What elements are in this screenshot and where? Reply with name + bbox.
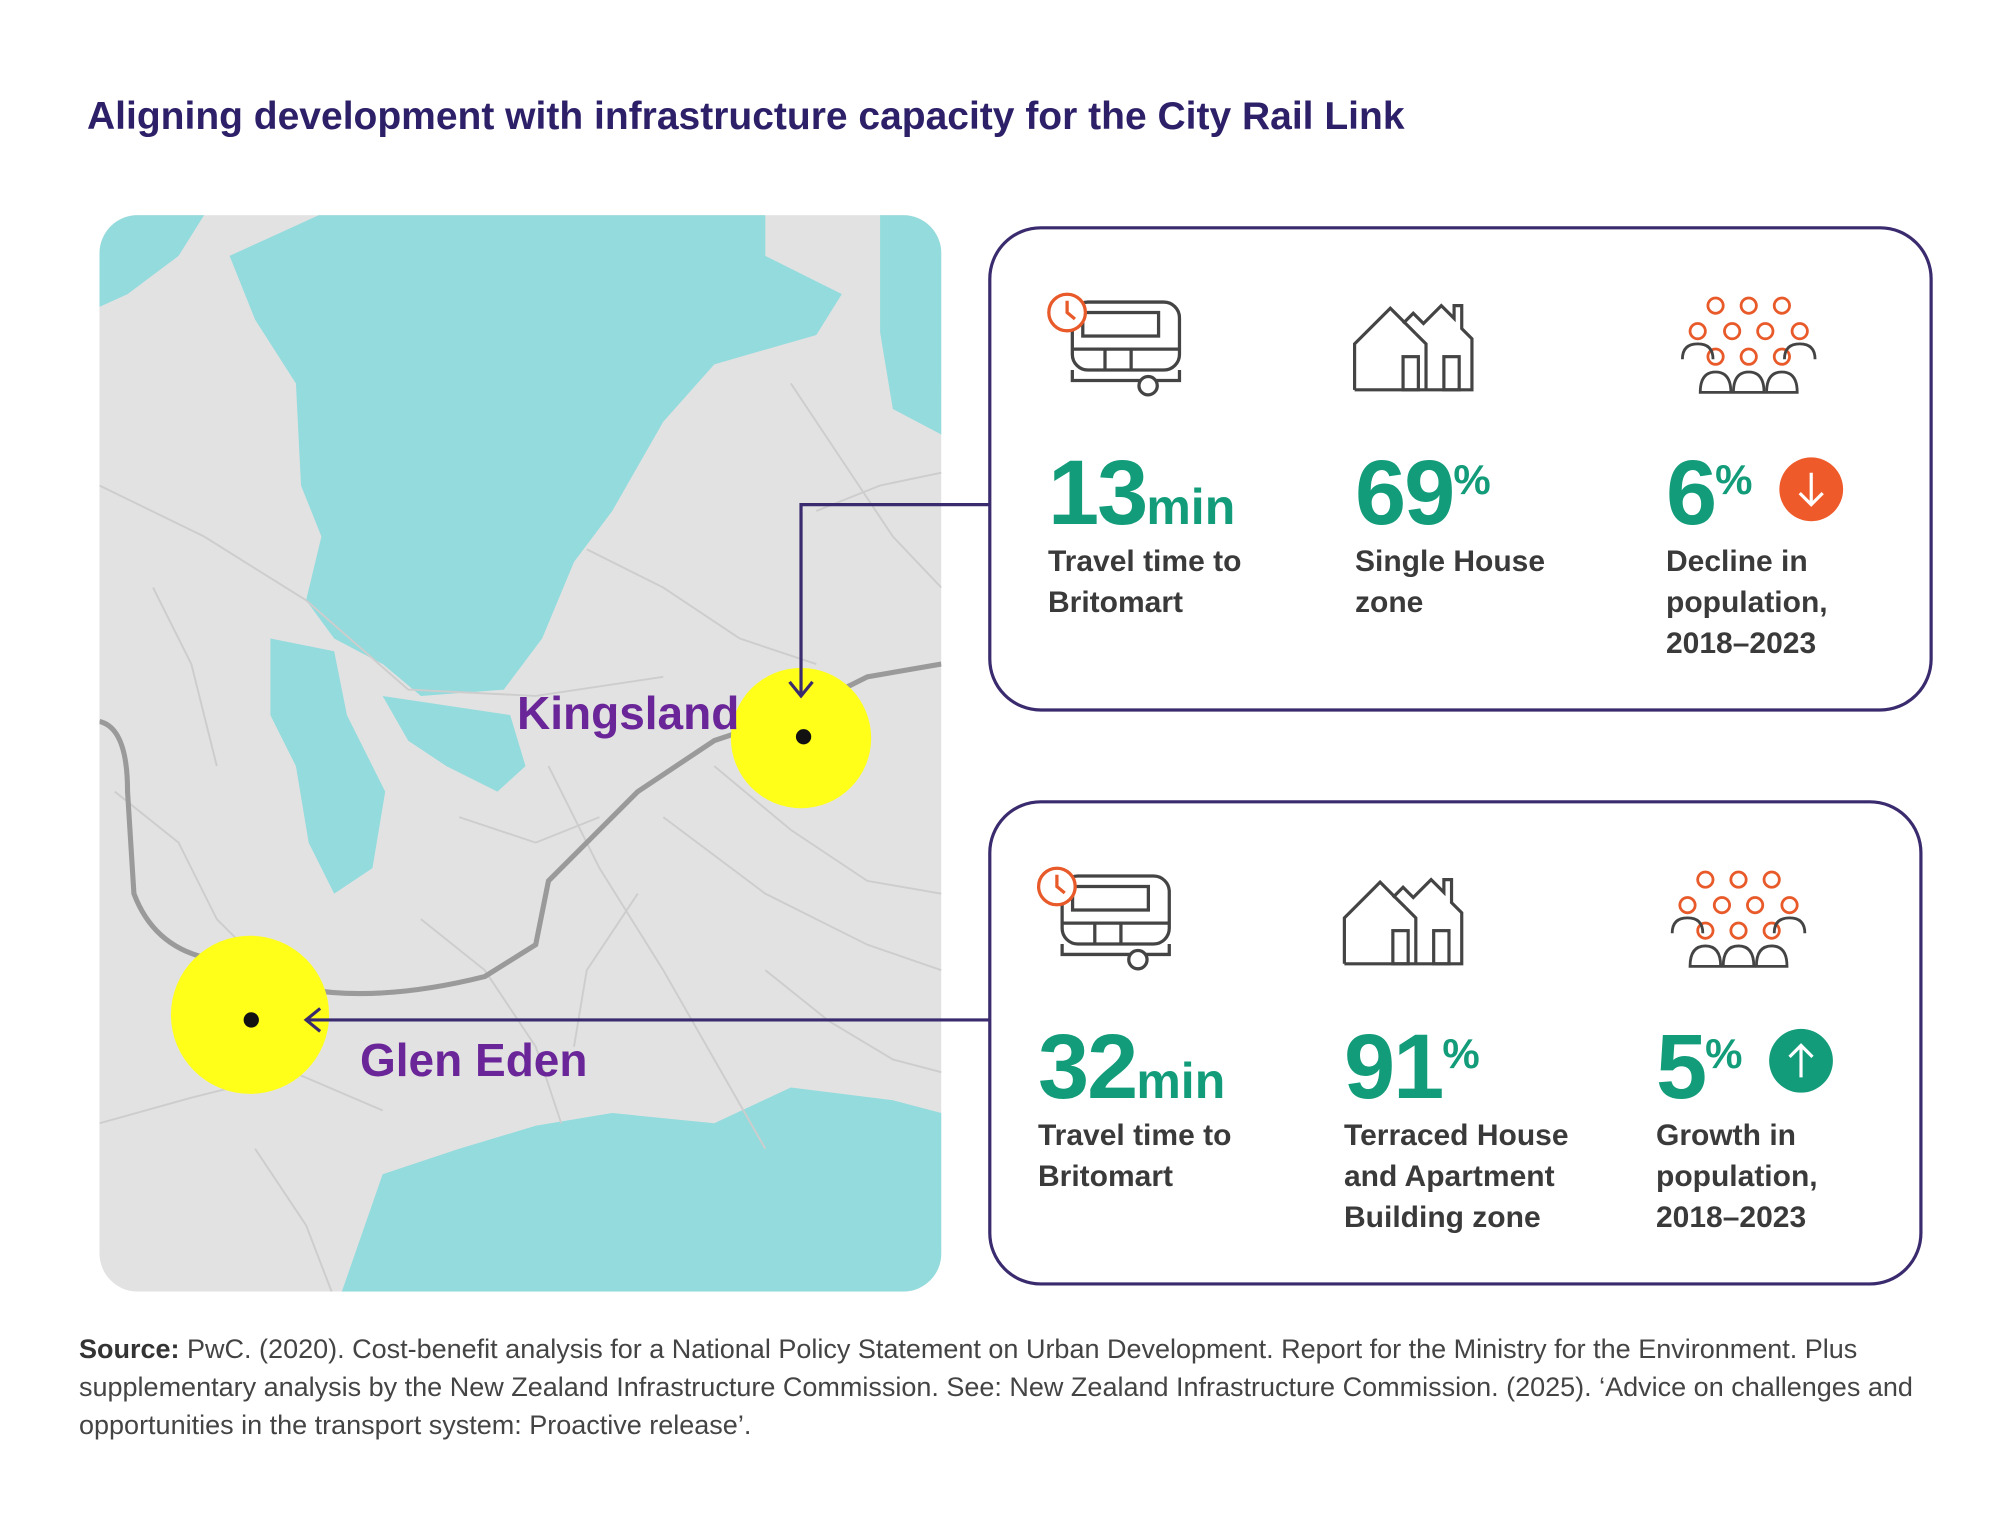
unit: % bbox=[1715, 456, 1753, 503]
title: Aligning development with infrastructure… bbox=[87, 95, 1405, 138]
stat-value: 5% bbox=[1656, 1021, 1743, 1113]
value: 5 bbox=[1656, 1016, 1707, 1118]
houses-icon bbox=[1342, 878, 1464, 966]
unit: % bbox=[1442, 1030, 1480, 1077]
map bbox=[99, 215, 942, 1292]
stat-label: Decline in population, 2018–2023 bbox=[1666, 545, 1828, 660]
unit: min bbox=[1136, 1053, 1226, 1109]
stat-value: 69% bbox=[1355, 447, 1491, 539]
stat-value: 13min bbox=[1048, 447, 1236, 539]
houses-icon bbox=[1352, 304, 1474, 392]
water bbox=[99, 215, 942, 1292]
value: 32 bbox=[1038, 1016, 1138, 1118]
stat-label: Terraced House and Apartment Building zo… bbox=[1344, 1119, 1569, 1234]
panel bbox=[988, 226, 1933, 712]
stat-value: 32min bbox=[1038, 1021, 1226, 1113]
place-label: Glen Eden bbox=[360, 1034, 588, 1086]
connector bbox=[788, 503, 990, 699]
place-label: Kingsland bbox=[517, 687, 740, 739]
panel bbox=[988, 800, 1923, 1286]
source-label: Source: bbox=[79, 1334, 180, 1364]
bus-icon bbox=[1047, 292, 1182, 397]
connector bbox=[303, 1007, 990, 1033]
people-icon bbox=[1670, 870, 1807, 968]
unit: % bbox=[1705, 1030, 1743, 1077]
bus-icon bbox=[1036, 866, 1171, 971]
unit: min bbox=[1146, 479, 1236, 535]
stat-label: Growth in population, 2018–2023 bbox=[1656, 1119, 1818, 1234]
growth-icon bbox=[1769, 1028, 1833, 1093]
stat-label: Travel time to Britomart bbox=[1048, 545, 1242, 619]
people-icon bbox=[1680, 296, 1817, 394]
station bbox=[243, 1012, 259, 1028]
source-text: PwC. (2020). Cost-benefit analysis for a… bbox=[79, 1334, 1913, 1440]
unit: % bbox=[1453, 456, 1491, 503]
value: 6 bbox=[1666, 442, 1717, 544]
stat-value: 6% bbox=[1666, 447, 1753, 539]
value: 13 bbox=[1048, 442, 1148, 544]
decline-icon bbox=[1779, 457, 1844, 522]
source-note: Source: PwC. (2020). Cost-benefit analys… bbox=[79, 1330, 1919, 1444]
station bbox=[795, 729, 812, 745]
stat-label: Single House zone bbox=[1355, 545, 1546, 619]
value: 69 bbox=[1355, 442, 1455, 544]
value: 91 bbox=[1344, 1016, 1444, 1118]
stat-label: Travel time to Britomart bbox=[1038, 1119, 1232, 1193]
stat-value: 91% bbox=[1344, 1021, 1480, 1113]
